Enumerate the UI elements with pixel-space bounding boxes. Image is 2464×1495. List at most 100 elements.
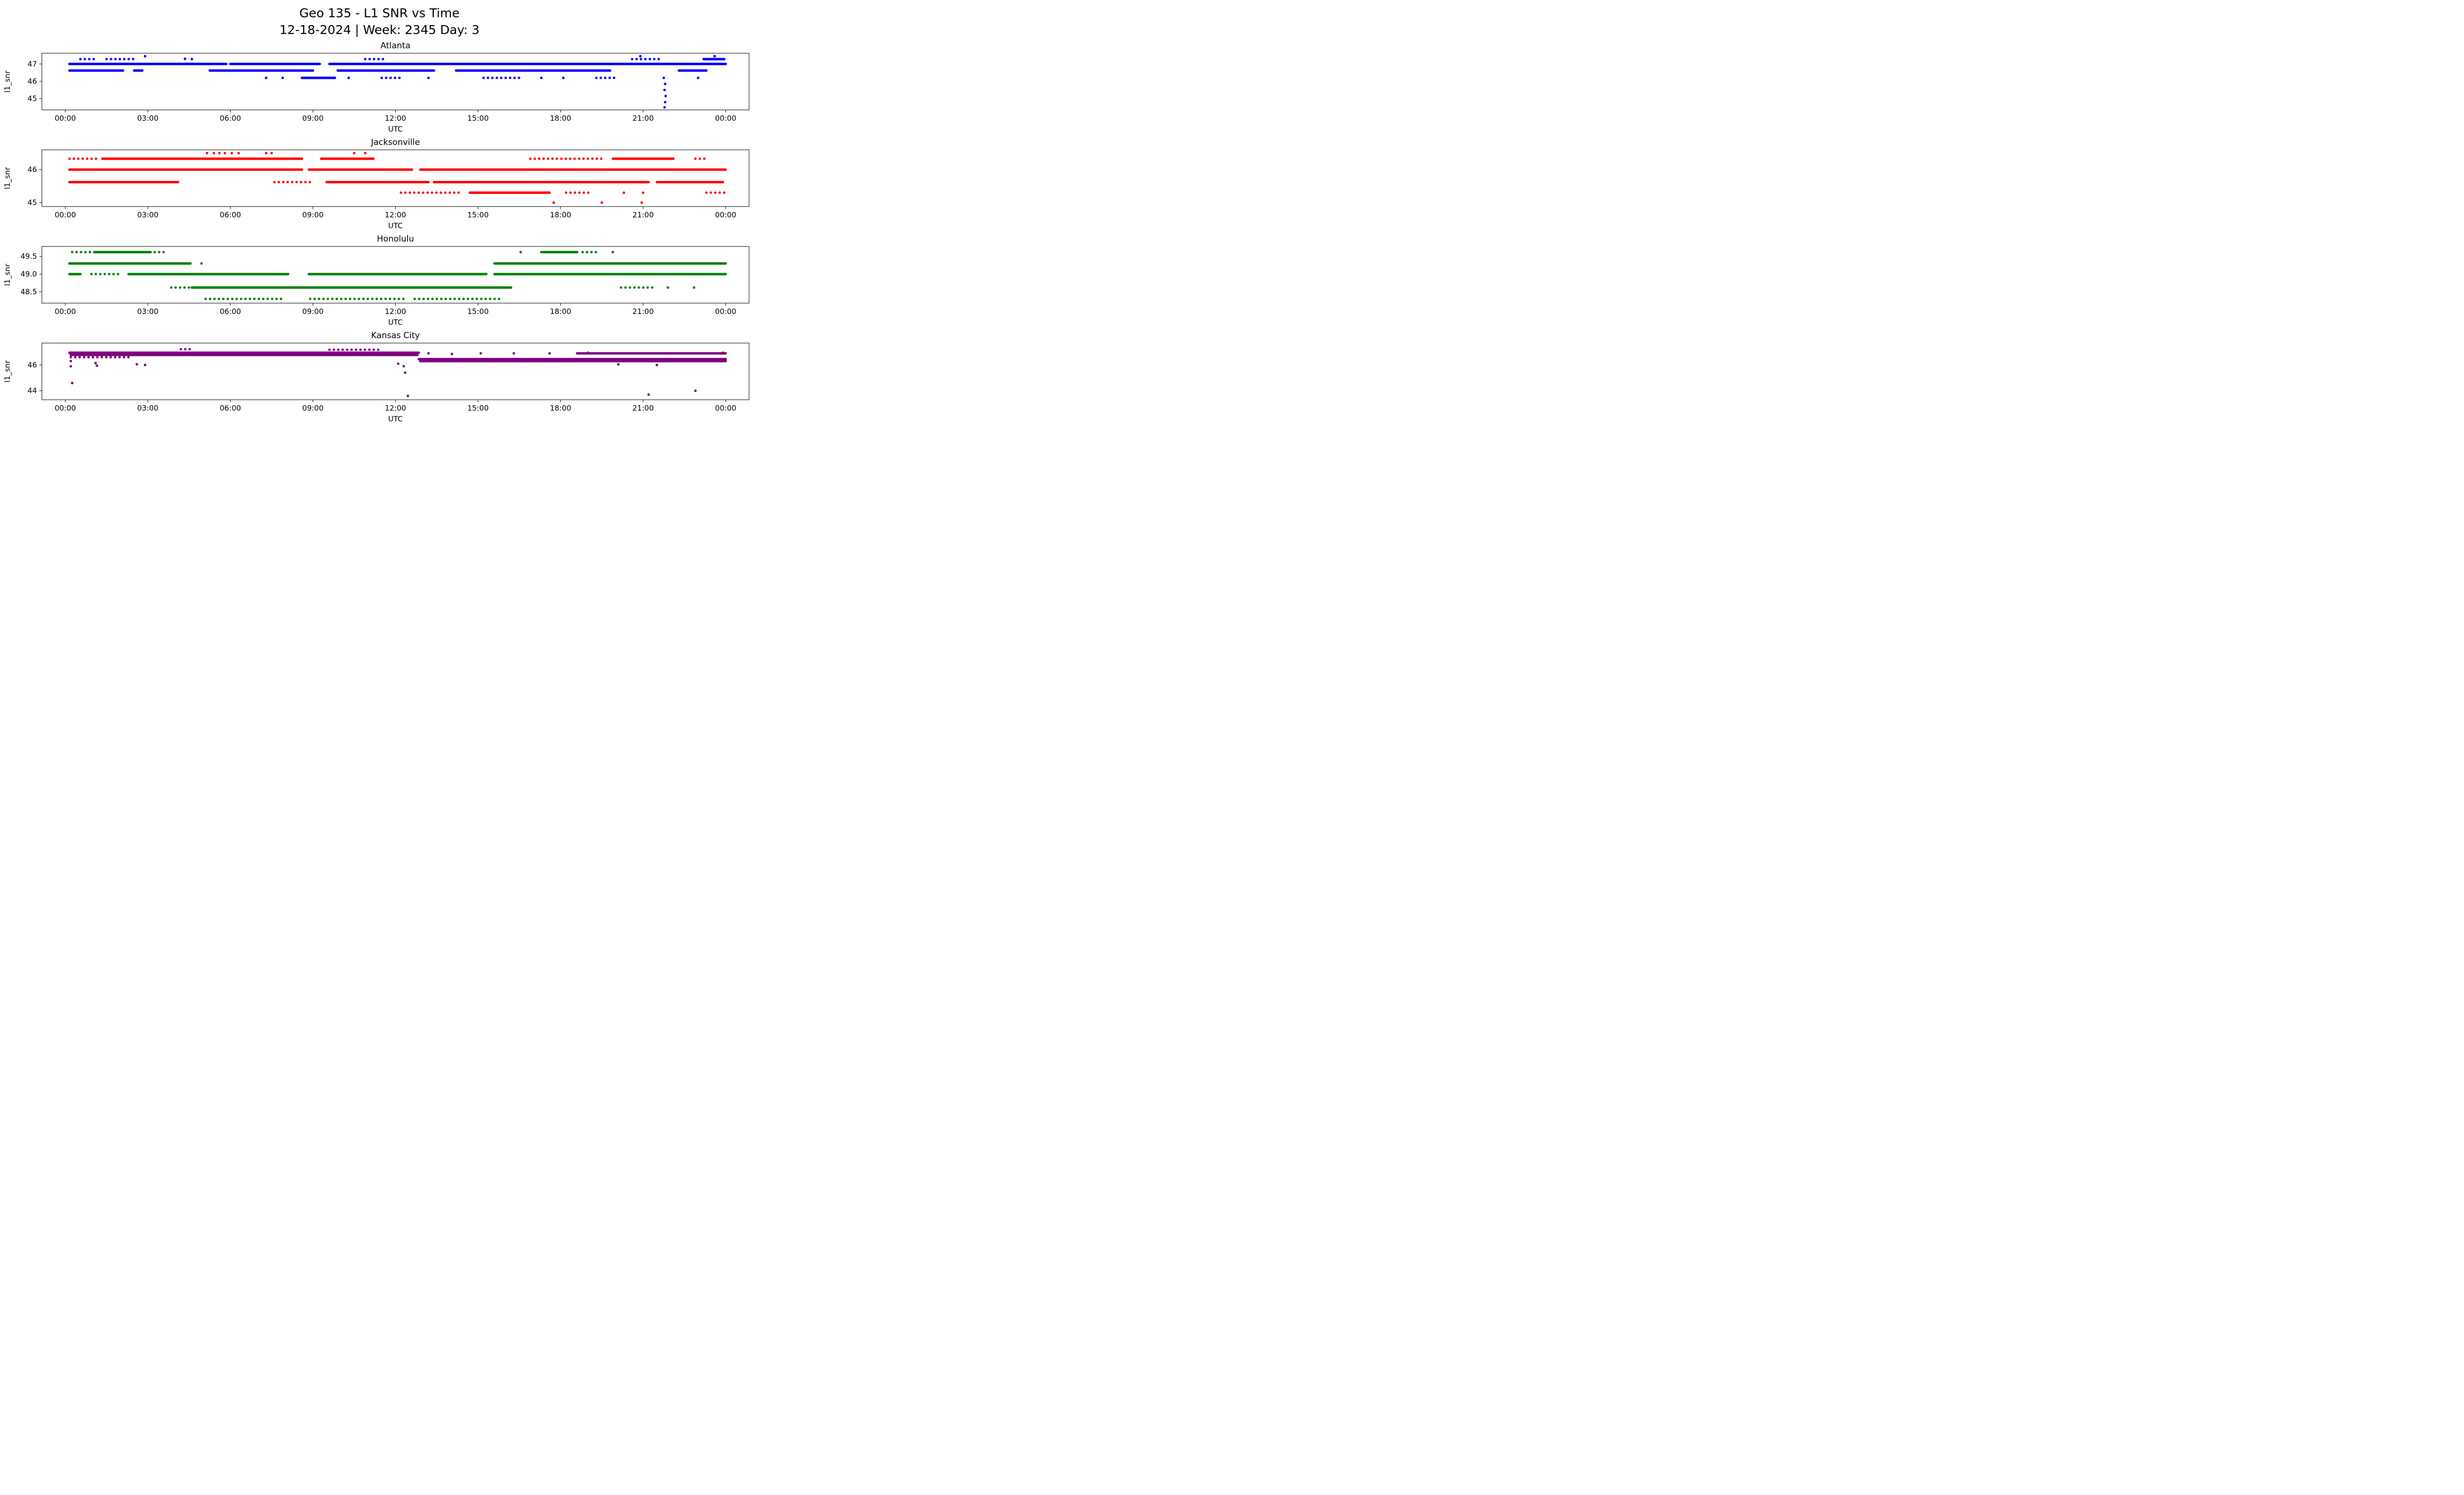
x-tick-label: 15:00 — [467, 210, 488, 219]
snr-point — [642, 191, 645, 194]
snr-point — [265, 151, 268, 154]
x-tick-label: 06:00 — [220, 404, 241, 413]
snr-point — [218, 151, 221, 154]
snr-point — [143, 54, 146, 58]
snr-point — [280, 272, 283, 276]
x-tick-label: 21:00 — [632, 210, 653, 219]
snr-point — [664, 94, 667, 97]
snr-point — [692, 286, 695, 289]
y-axis-label: l1_snr — [3, 360, 12, 382]
snr-point — [721, 351, 724, 354]
subplot-title: Atlanta — [380, 41, 411, 51]
subplot-title: Kansas City — [371, 331, 420, 341]
y-tick-label: 49.5 — [21, 252, 37, 261]
x-tick-label: 21:00 — [632, 404, 653, 413]
figure: Geo 135 - L1 SNR vs Time 12-18-2024 | We… — [0, 0, 759, 427]
snr-point — [347, 76, 350, 79]
snr-point — [647, 393, 650, 396]
snr-point — [617, 363, 620, 366]
snr-point — [664, 82, 667, 85]
y-tick-label: 47 — [28, 59, 37, 68]
x-tick-label: 12:00 — [385, 307, 406, 316]
snr-point — [548, 351, 551, 355]
x-tick-label: 18:00 — [550, 210, 571, 219]
snr-point — [404, 371, 407, 374]
y-tick-label: 45 — [28, 94, 37, 103]
x-tick-label: 06:00 — [220, 114, 241, 123]
snr-point — [230, 151, 233, 154]
x-axis-label: UTC — [388, 415, 403, 423]
subplot-jacksonville: Jacksonville 00:00 03:00 06:00 09:00 12:00 15:… — [3, 138, 750, 230]
x-axis-label: UTC — [388, 125, 403, 134]
snr-point — [640, 201, 643, 204]
subplot-honolulu: Honolulu 00:00 03:00 06:00 09:00 12:00 15:00 18… — [3, 234, 750, 327]
snr-point — [694, 389, 697, 392]
subplots: Atlanta 00:00 03:00 06:00 09:00 12:00 15:00 18:… — [0, 40, 759, 427]
y-axis-label: l1_snr — [3, 263, 12, 286]
snr-point — [223, 151, 226, 154]
snr-point — [136, 363, 138, 366]
x-tick-label: 03:00 — [137, 404, 158, 413]
snr-point — [552, 201, 555, 204]
snr-point — [639, 54, 642, 58]
x-tick-label: 09:00 — [302, 307, 323, 316]
x-tick-label: 09:00 — [302, 114, 323, 123]
x-axis-label: UTC — [388, 221, 403, 230]
y-tick-label: 44 — [28, 386, 37, 395]
x-tick-label: 21:00 — [632, 307, 653, 316]
y-tick-label: 46 — [28, 360, 37, 369]
x-tick-label: 00:00 — [55, 307, 76, 316]
figure-title-line2: 12-18-2024 | Week: 2345 Day: 3 — [279, 22, 479, 37]
subplot-kansas-city: Kansas City 00:00 03:00 06:00 09:00 12:00 15:0… — [3, 331, 750, 423]
snr-point — [663, 105, 666, 108]
y-tick-label: 46 — [28, 76, 37, 85]
figure-title-line1: Geo 135 - L1 SNR vs Time — [299, 6, 460, 20]
x-tick-label: 12:00 — [385, 114, 406, 123]
x-tick-label: 00:00 — [715, 307, 736, 316]
snr-point — [427, 76, 430, 79]
y-axis-label: l1_snr — [3, 70, 12, 93]
snr-point — [450, 352, 453, 355]
snr-point — [281, 76, 284, 79]
y-tick-label: 48.5 — [21, 287, 37, 296]
snr-point — [427, 351, 430, 355]
y-tick-label: 49.0 — [21, 270, 37, 278]
snr-point — [612, 250, 615, 253]
snr-point — [353, 151, 356, 154]
snr-point — [664, 101, 667, 104]
snr-point — [600, 201, 603, 204]
snr-point — [69, 364, 72, 368]
subplot-title: Jacksonville — [371, 138, 420, 147]
x-tick-label: 03:00 — [137, 307, 158, 316]
snr-point — [190, 57, 193, 61]
y-tick-label: 45 — [28, 198, 37, 207]
snr-point — [364, 151, 367, 154]
snr-point — [407, 394, 410, 397]
snr-point — [479, 351, 482, 355]
snr-point — [562, 76, 565, 79]
x-tick-label: 21:00 — [632, 114, 653, 123]
snr-point — [69, 359, 72, 362]
x-tick-label: 00:00 — [55, 210, 76, 219]
x-tick-label: 03:00 — [137, 210, 158, 219]
snr-point — [666, 286, 669, 289]
snr-point — [270, 151, 273, 154]
axes-frame — [41, 53, 750, 110]
x-tick-label: 18:00 — [550, 114, 571, 123]
x-tick-label: 09:00 — [302, 404, 323, 413]
x-tick-label: 00:00 — [715, 114, 736, 123]
subplot-title: Honolulu — [377, 234, 414, 244]
snr-point — [200, 262, 203, 265]
snr-point — [212, 151, 215, 154]
snr-point — [397, 362, 400, 365]
x-tick-label: 18:00 — [550, 404, 571, 413]
x-tick-label: 06:00 — [220, 307, 241, 316]
snr-point — [622, 191, 625, 194]
y-tick-label: 46 — [28, 165, 37, 174]
x-axis-label: UTC — [388, 318, 403, 327]
x-tick-label: 15:00 — [467, 307, 488, 316]
snr-point — [697, 76, 700, 79]
x-tick-label: 12:00 — [385, 210, 406, 219]
snr-point — [655, 363, 658, 366]
x-tick-label: 00:00 — [715, 210, 736, 219]
